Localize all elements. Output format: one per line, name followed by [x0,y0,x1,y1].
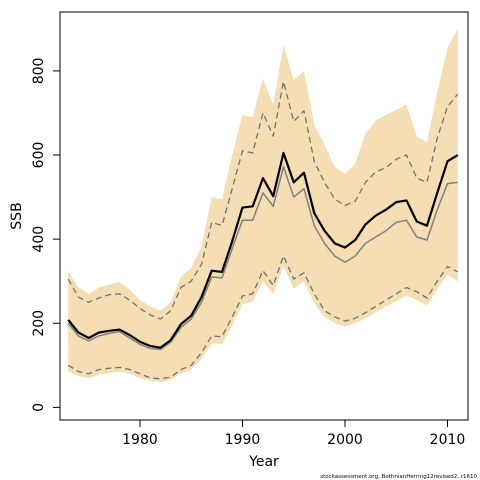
confidence-band [68,28,458,383]
y-axis-title: SSB [9,202,25,229]
x-tick-label: 2010 [430,432,466,448]
x-axis: 1980 1990 2000 2010 [122,420,465,448]
x-tick-label: 1980 [122,432,158,448]
main-line [67,151,459,349]
band-area [68,28,458,383]
y-tick-label: 200 [31,310,47,337]
y-tick-label: 400 [31,226,47,253]
secondary-line [67,166,458,351]
x-tick-label: 2000 [327,432,363,448]
y-tick-label: 800 [31,58,47,85]
series-lines [67,80,459,380]
plot-frame [59,11,469,421]
x-axis-title: Year [248,454,279,470]
y-tick-label: 0 [31,403,47,412]
upper-dashed-line [67,80,459,320]
x-tick-label: 1990 [225,432,261,448]
y-axis: 0 200 400 600 800 [31,58,60,412]
credit-text: stockassessment.org, BothnianHerring12re… [320,474,477,480]
y-tick-label: 600 [31,142,47,169]
